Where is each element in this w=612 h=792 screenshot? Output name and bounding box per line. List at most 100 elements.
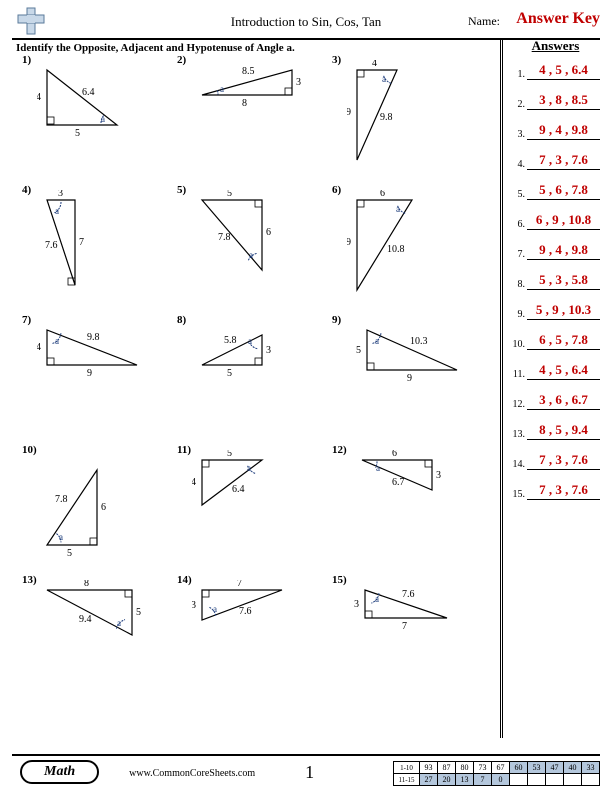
problem-number: 9) [332, 314, 341, 326]
problem: 10)a657.8 [22, 440, 177, 560]
svg-text:3: 3 [266, 345, 271, 356]
svg-text:9: 9 [347, 237, 351, 248]
svg-text:3: 3 [58, 190, 63, 199]
problem-number: 4) [22, 184, 31, 196]
svg-text:7.6: 7.6 [239, 606, 252, 617]
svg-text:4: 4 [37, 342, 41, 353]
problem: 7)a949.8 [22, 310, 177, 430]
svg-text:7.6: 7.6 [45, 240, 58, 251]
answer-row: 10.6 , 5 , 7.8 [511, 332, 600, 350]
problem-number: 6) [332, 184, 341, 196]
problem: 5)a567.8 [177, 180, 332, 300]
problem-number: 14) [177, 574, 192, 586]
triangle-figure: a535.8 [192, 320, 342, 435]
svg-text:3: 3 [296, 77, 301, 88]
problem: 11)a456.4 [177, 440, 332, 560]
triangle-figure: a456.4 [192, 450, 342, 565]
answer-number: 7. [511, 249, 527, 260]
svg-text:a: a [249, 250, 253, 260]
triangle-figure: a737.6 [347, 580, 497, 695]
svg-text:6.4: 6.4 [82, 87, 95, 98]
svg-text:6: 6 [101, 502, 106, 513]
problem-number: 12) [332, 444, 347, 456]
triangle-figure: a949.8 [37, 320, 187, 435]
problem: 6)a6910.8 [332, 180, 487, 300]
problem-number: 15) [332, 574, 347, 586]
svg-text:a: a [376, 463, 380, 473]
problem: 15)a737.6 [332, 570, 487, 690]
answer-number: 9. [511, 309, 527, 320]
page-title: Introduction to Sin, Cos, Tan [12, 14, 600, 30]
svg-text:5: 5 [227, 450, 232, 459]
answer-number: 2. [511, 99, 527, 110]
answer-row: 12.3 , 6 , 6.7 [511, 392, 600, 410]
svg-text:a: a [59, 532, 63, 542]
svg-text:a: a [55, 206, 59, 216]
svg-text:9.8: 9.8 [87, 332, 100, 343]
answer-row: 14.7 , 3 , 7.6 [511, 452, 600, 470]
svg-text:7: 7 [79, 237, 84, 248]
svg-text:5: 5 [67, 548, 72, 559]
problem: 9)a5910.3 [332, 310, 487, 430]
answer-number: 8. [511, 279, 527, 290]
worksheet-page: Introduction to Sin, Cos, Tan Name: Answ… [0, 0, 612, 792]
answer-row: 5.5 , 6 , 7.8 [511, 182, 600, 200]
problem: 1)a456.4 [22, 50, 177, 170]
svg-text:10.8: 10.8 [387, 244, 405, 255]
svg-text:9: 9 [407, 373, 412, 384]
triangle-figure: a737.6 [192, 580, 342, 695]
svg-text:8: 8 [242, 98, 247, 109]
svg-text:7: 7 [402, 621, 407, 632]
answer-number: 10. [511, 339, 527, 350]
svg-text:4: 4 [372, 60, 377, 69]
footer: Math www.CommonCoreSheets.com 1 1-109387… [12, 754, 600, 784]
answer-number: 13. [511, 429, 527, 440]
answer-number: 6. [511, 219, 527, 230]
answer-value: 7 , 3 , 7.6 [527, 452, 600, 470]
svg-text:5.8: 5.8 [224, 335, 237, 346]
triangle-figure: a5910.3 [347, 320, 497, 435]
svg-text:3: 3 [354, 599, 359, 610]
problem: 4) a 7 3 7.6 [22, 180, 177, 300]
triangle-figure: a949.8 [347, 60, 497, 175]
svg-text:a: a [220, 84, 224, 94]
svg-text:7.8: 7.8 [218, 232, 231, 243]
answer-value: 7 , 3 , 7.6 [527, 482, 600, 500]
answer-row: 6.6 , 9 , 10.8 [511, 212, 600, 230]
svg-text:5: 5 [75, 128, 80, 139]
svg-text:9.4: 9.4 [79, 614, 92, 625]
answer-row: 7.9 , 4 , 9.8 [511, 242, 600, 260]
triangle-figure: a 7 3 7.6 [37, 190, 187, 305]
problem-number: 8) [177, 314, 186, 326]
problem: 12)a366.7 [332, 440, 487, 560]
svg-text:5: 5 [356, 345, 361, 356]
svg-text:a: a [213, 604, 217, 614]
triangle-figure: a657.8 [37, 450, 187, 565]
svg-text:a: a [247, 463, 251, 473]
answer-row: 1.4 , 5 , 6.4 [511, 62, 600, 80]
answer-value: 9 , 4 , 9.8 [527, 122, 600, 140]
answer-number: 4. [511, 159, 527, 170]
score-grid: 1-109387807367605347403311-1527201370 [393, 761, 600, 786]
answer-value: 7 , 3 , 7.6 [527, 152, 600, 170]
answer-number: 3. [511, 129, 527, 140]
answer-row: 8.5 , 3 , 5.8 [511, 272, 600, 290]
problem: 14)a737.6 [177, 570, 332, 690]
answer-value: 8 , 5 , 9.4 [527, 422, 600, 440]
svg-text:9: 9 [347, 107, 351, 118]
svg-text:4: 4 [192, 477, 196, 488]
svg-text:5: 5 [227, 368, 232, 379]
problem-number: 5) [177, 184, 186, 196]
answer-value: 3 , 6 , 6.7 [527, 392, 600, 410]
subject-badge: Math [20, 760, 99, 784]
answer-value: 5 , 6 , 7.8 [527, 182, 600, 200]
answer-value: 4 , 5 , 6.4 [527, 362, 600, 380]
answer-row: 13.8 , 5 , 9.4 [511, 422, 600, 440]
svg-text:7.6: 7.6 [402, 589, 415, 600]
answer-row: 2.3 , 8 , 8.5 [511, 92, 600, 110]
svg-text:5: 5 [227, 190, 232, 199]
problem-number: 11) [177, 444, 191, 456]
answer-value: 3 , 8 , 8.5 [527, 92, 600, 110]
answer-number: 5. [511, 189, 527, 200]
footer-url: www.CommonCoreSheets.com [129, 768, 255, 779]
